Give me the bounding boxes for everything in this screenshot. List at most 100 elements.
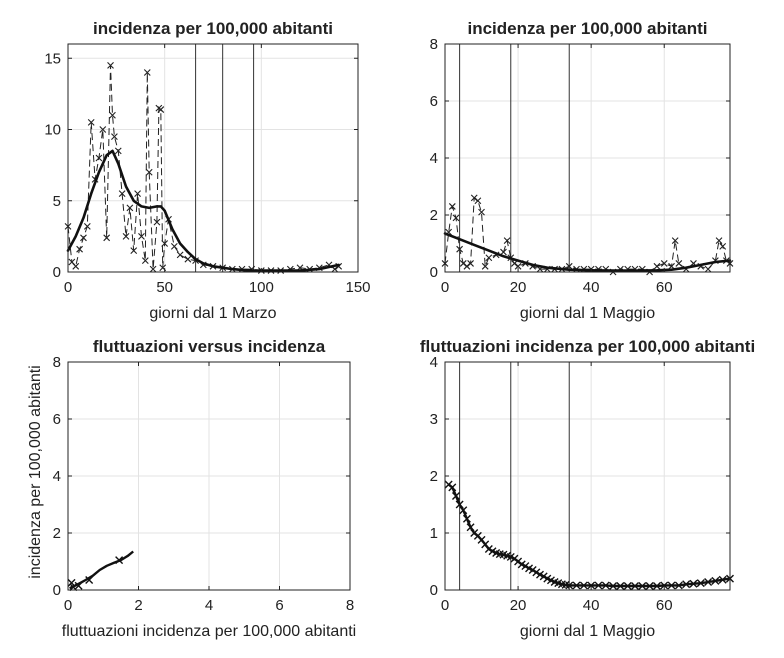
x-tick-label: 150 — [345, 279, 370, 296]
data-point-x-marker — [76, 245, 83, 253]
data-point-x-marker — [718, 575, 727, 584]
x-tick-label: 60 — [656, 597, 673, 614]
data-point-x-marker — [514, 262, 522, 270]
data-point-x-marker — [579, 581, 588, 590]
data-point-x-marker — [67, 578, 76, 587]
data-point-x-marker — [667, 581, 676, 590]
data-point-x-marker — [704, 578, 713, 587]
y-tick-label: 0 — [430, 264, 438, 281]
data-point-x-marker — [143, 69, 151, 76]
data-point-x-marker — [466, 523, 475, 532]
data-point-x-marker — [631, 582, 639, 591]
data-point-x-marker — [652, 582, 661, 591]
chart-panel-1: 0 50 100 150 0 5 10 15 incidenza per 100,000 abi… — [44, 19, 370, 322]
data-point-x-marker — [459, 260, 467, 267]
y-axis-label: incidenza per 100,000 abitanti — [27, 365, 44, 579]
series-line-solid — [447, 483, 731, 588]
data-point-x-marker — [99, 126, 107, 133]
data-point-x-marker — [114, 147, 122, 155]
x-tick-label: 0 — [64, 279, 72, 296]
y-tick-label: 4 — [53, 468, 61, 485]
data-point-x-marker — [107, 61, 114, 69]
axes-box — [67, 43, 359, 273]
data-point-x-marker — [616, 582, 625, 591]
y-tick-label: 2 — [430, 207, 438, 224]
data-point-x-marker — [176, 251, 184, 259]
data-point-x-marker — [122, 232, 130, 240]
data-point-x-marker — [463, 262, 471, 270]
data-point-x-marker — [118, 190, 126, 198]
y-tick-label: 10 — [44, 122, 61, 139]
x-tick-label: 20 — [510, 279, 527, 296]
data-point-x-marker — [141, 257, 149, 264]
data-point-x-marker — [80, 234, 87, 242]
x-tick-label: 40 — [583, 597, 600, 614]
x-tick-label: 6 — [275, 597, 283, 614]
y-tick-label: 8 — [430, 36, 438, 53]
y-tick-label: 4 — [430, 150, 438, 167]
data-point-x-marker — [72, 262, 80, 270]
data-point-x-marker — [532, 568, 541, 577]
data-point-x-marker — [184, 255, 192, 263]
data-point-x-marker — [153, 218, 161, 226]
data-point-x-marker — [704, 265, 712, 273]
data-point-x-marker — [696, 579, 705, 588]
chart-panel-3: 0 2 4 6 8 0 2 4 6 8 fluttuazioni versus incidenza f… — [27, 337, 356, 640]
data-point-x-marker — [481, 262, 489, 270]
data-point-x-marker — [565, 581, 574, 590]
data-point-x-marker — [459, 506, 468, 515]
data-point-x-marker — [539, 572, 548, 581]
series-line-solid — [69, 550, 134, 590]
data-point-x-marker — [623, 582, 632, 591]
data-point-x-marker — [448, 203, 456, 210]
x-tick-label: 8 — [346, 597, 354, 614]
y-tick-label: 0 — [53, 264, 61, 281]
data-point-x-marker — [452, 214, 460, 222]
x-tick-label: 50 — [156, 279, 173, 296]
data-point-x-marker — [115, 556, 124, 565]
data-point-x-marker — [103, 234, 111, 242]
x-tick-label: 100 — [249, 279, 274, 296]
x-axis-label: giorni dal 1 Marzo — [149, 305, 276, 322]
data-point-x-marker — [157, 106, 165, 113]
x-axis-label: giorni dal 1 Maggio — [520, 623, 655, 640]
data-point-x-marker — [74, 581, 83, 590]
data-point-x-marker — [455, 500, 464, 509]
x-tick-label: 60 — [656, 279, 673, 296]
chart-title: incidenza per 100,000 abitanti — [468, 19, 708, 38]
data-point-x-marker — [462, 514, 471, 523]
series-line-smoothed — [66, 149, 341, 272]
data-point-x-marker — [674, 581, 683, 590]
y-tick-label: 5 — [53, 193, 61, 210]
data-point-x-marker — [478, 208, 485, 216]
data-point-x-marker — [467, 260, 474, 267]
data-point-x-marker — [145, 168, 153, 176]
x-axis-label: giorni dal 1 Maggio — [520, 305, 655, 322]
data-point-x-marker — [671, 237, 679, 245]
data-point-x-marker — [95, 154, 103, 162]
y-tick-label: 8 — [53, 354, 61, 371]
series-line-dashed — [444, 196, 731, 273]
data-point-x-marker — [601, 581, 610, 590]
data-point-x-marker — [134, 190, 141, 198]
data-point-x-marker — [719, 242, 727, 250]
data-point-x-marker — [711, 576, 720, 585]
data-point-x-marker — [660, 260, 668, 267]
chart-title: fluttuazioni incidenza per 100,000 abita… — [420, 337, 755, 356]
data-point-x-marker — [638, 582, 647, 591]
data-point-x-marker — [456, 245, 464, 253]
data-point-x-marker — [138, 232, 145, 240]
y-tick-label: 4 — [430, 354, 438, 371]
data-point-x-marker — [83, 223, 91, 230]
y-tick-label: 0 — [430, 582, 438, 599]
x-tick-label: 20 — [510, 597, 527, 614]
x-tick-label: 0 — [441, 597, 449, 614]
data-point-x-marker — [451, 491, 460, 500]
y-tick-label: 0 — [53, 582, 61, 599]
data-point-x-marker — [660, 581, 669, 590]
data-point-x-marker — [161, 240, 169, 247]
x-tick-label: 40 — [583, 279, 600, 296]
data-point-x-marker — [485, 254, 493, 262]
